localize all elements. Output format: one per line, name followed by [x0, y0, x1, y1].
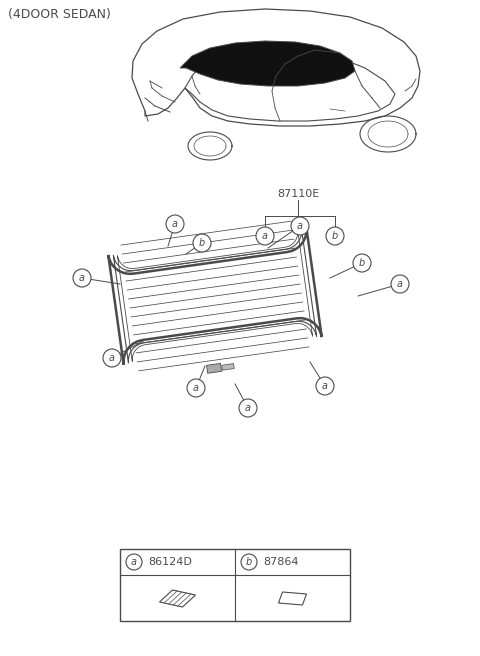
Text: a: a [193, 383, 199, 393]
Polygon shape [222, 363, 234, 370]
Circle shape [187, 379, 205, 397]
Text: a: a [79, 273, 85, 283]
Circle shape [166, 215, 184, 233]
Circle shape [126, 554, 142, 570]
Circle shape [391, 275, 409, 293]
Text: b: b [332, 231, 338, 241]
Circle shape [291, 217, 309, 235]
Text: a: a [322, 381, 328, 391]
Text: 87110E: 87110E [277, 189, 319, 199]
Circle shape [239, 399, 257, 417]
Polygon shape [180, 41, 355, 86]
Text: (4DOOR SEDAN): (4DOOR SEDAN) [8, 8, 111, 21]
Circle shape [73, 269, 91, 287]
Polygon shape [206, 363, 222, 373]
Circle shape [256, 227, 274, 245]
Bar [120, 549, 350, 621]
Text: b: b [246, 557, 252, 567]
Text: a: a [131, 557, 137, 567]
Circle shape [316, 377, 334, 395]
Text: b: b [199, 238, 205, 248]
Text: 86124D: 86124D [148, 557, 192, 567]
Text: a: a [172, 219, 178, 229]
Text: b: b [359, 258, 365, 268]
Circle shape [103, 349, 121, 367]
Circle shape [353, 254, 371, 272]
Text: a: a [245, 403, 251, 413]
Circle shape [326, 227, 344, 245]
Circle shape [193, 234, 211, 252]
Text: a: a [397, 279, 403, 289]
Circle shape [241, 554, 257, 570]
Text: a: a [262, 231, 268, 241]
Text: a: a [109, 353, 115, 363]
Text: 87864: 87864 [263, 557, 299, 567]
Text: a: a [297, 221, 303, 231]
